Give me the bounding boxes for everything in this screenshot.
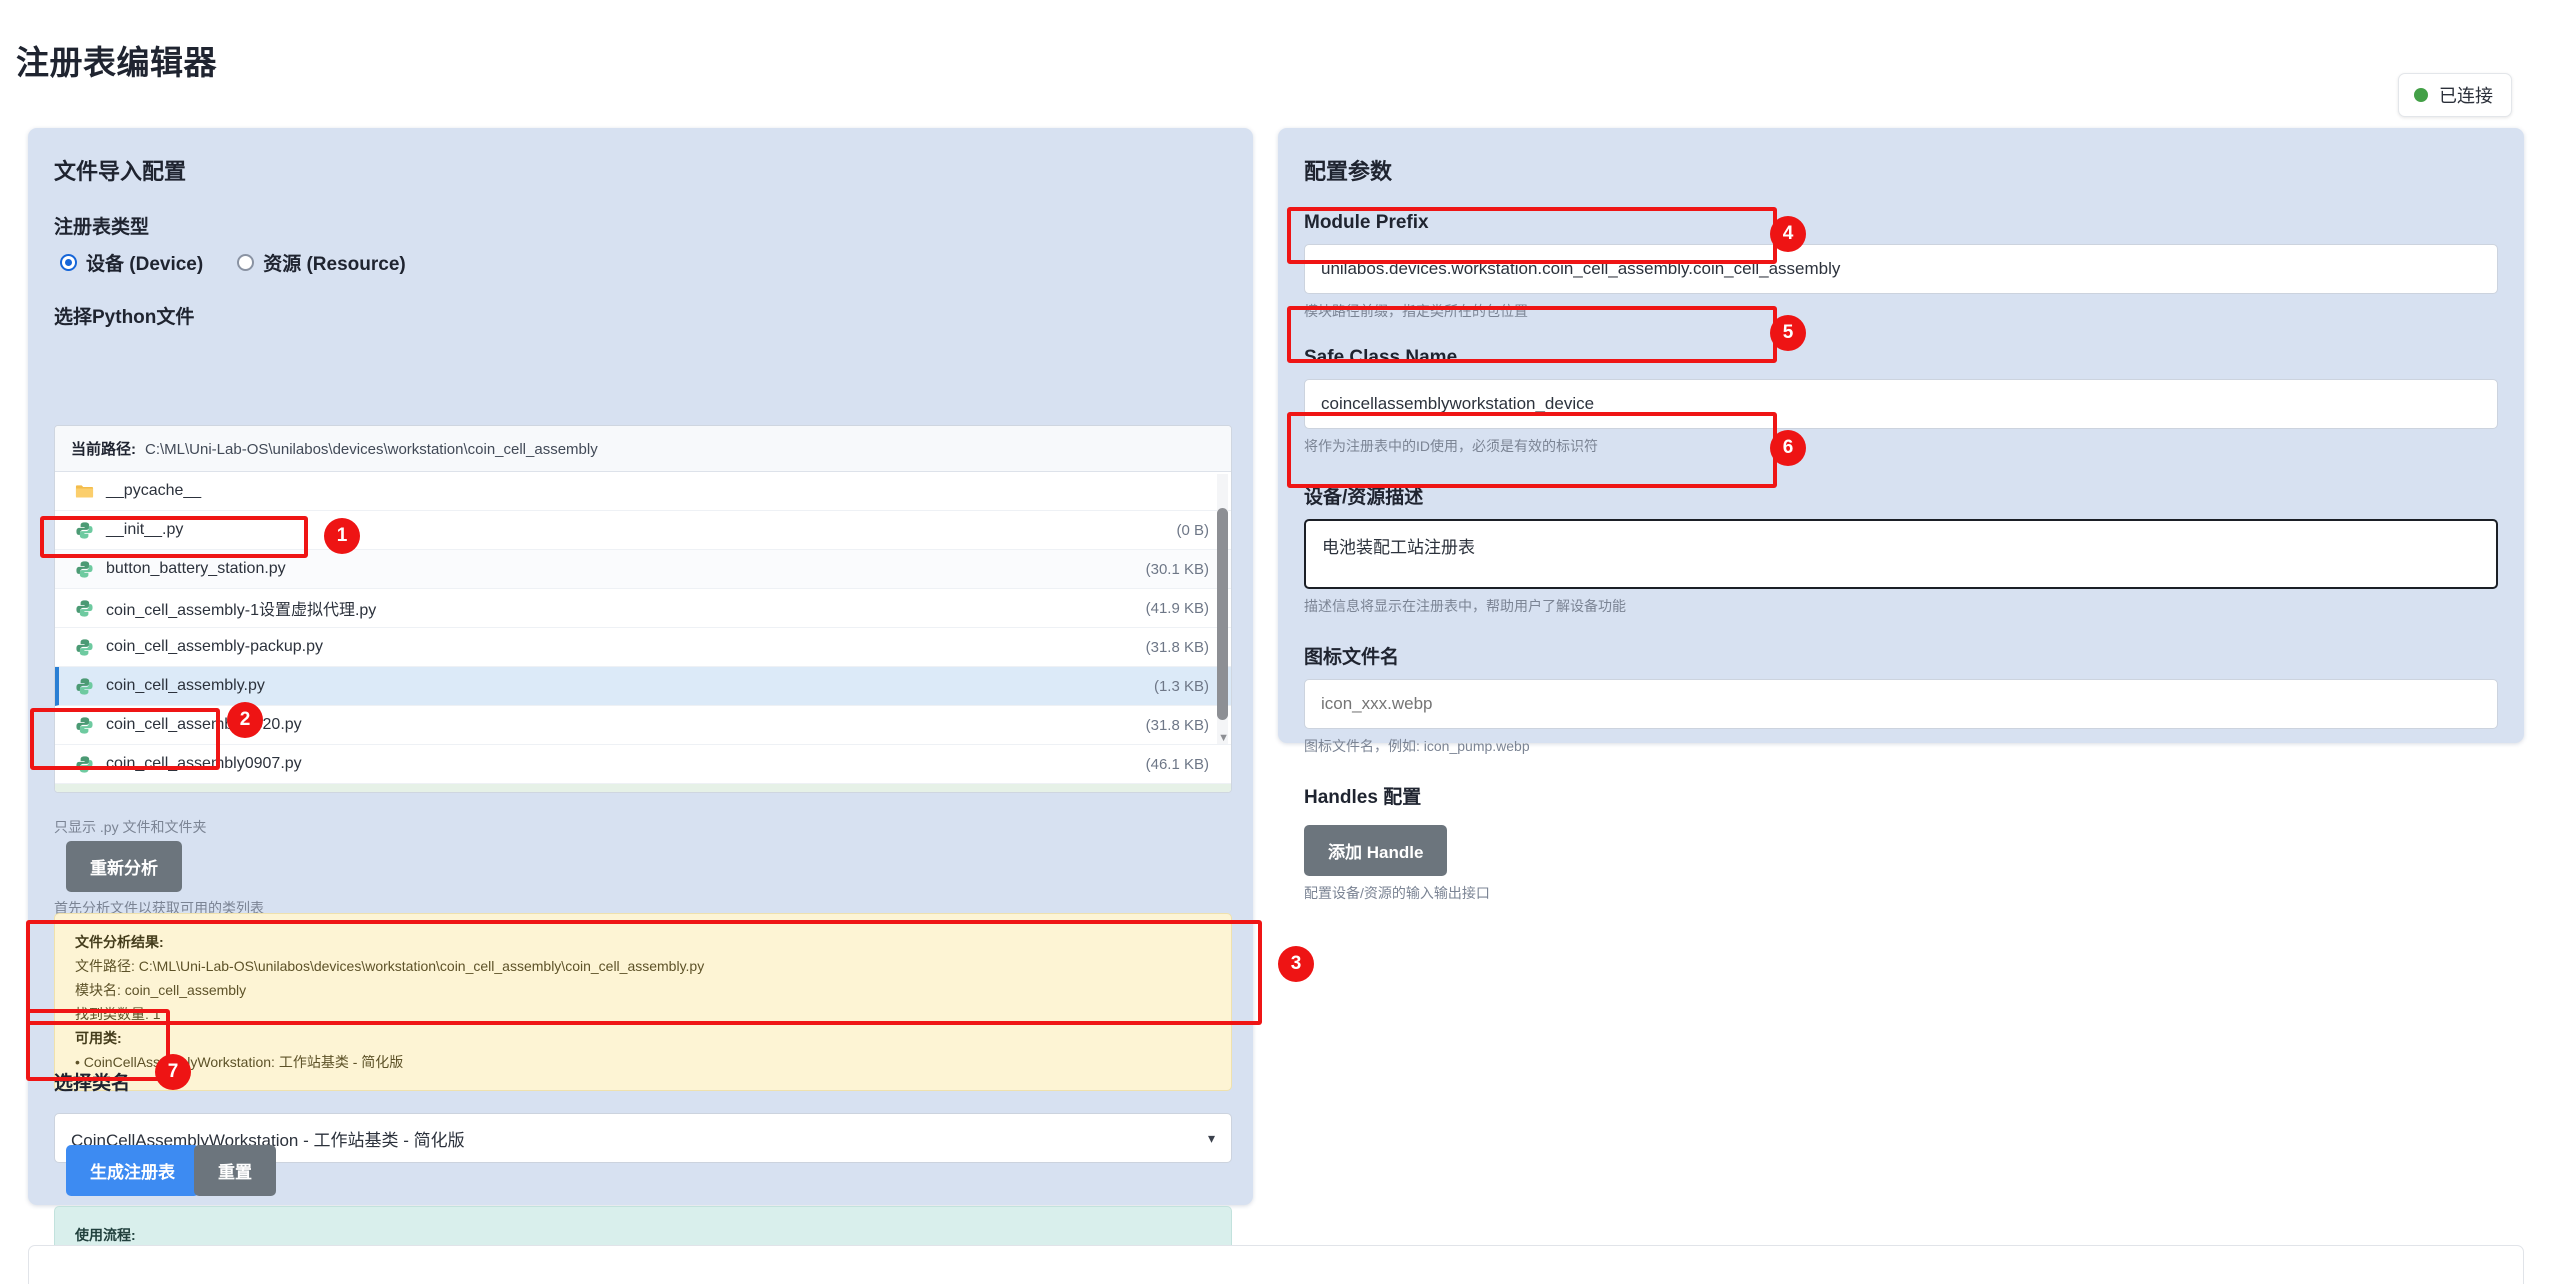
safe-class-name-label: Safe Class Name	[1304, 347, 1458, 368]
file-size-text: (0 B)	[1176, 521, 1209, 539]
reset-button[interactable]: 重置	[194, 1145, 276, 1196]
radio-resource-mark	[237, 254, 255, 271]
file-size-text: (30.1 KB)	[1145, 560, 1209, 578]
radio-device-label: 设备 (Device)	[86, 254, 204, 275]
file-list-scroll-thumb[interactable]	[1217, 508, 1228, 720]
file-browser-path-value: C:\ML\Uni-Lab-OS\unilabos\devices\workst…	[145, 441, 598, 458]
file-name-text: coin_cell_assembly.py	[106, 677, 265, 694]
add-handle-button[interactable]: 添加 Handle	[1304, 825, 1448, 876]
radio-resource-label: 资源 (Resource)	[263, 254, 406, 275]
file-picker-label: 选择Python文件	[54, 307, 195, 328]
file-row-coin-cell-assembly0820[interactable]: coin_cell_assembly0820.py (31.8 KB)	[55, 706, 1231, 745]
python-file-icon	[76, 560, 93, 578]
file-name-text: coin_cell_assembly-packup.py	[106, 638, 323, 655]
file-name-text: coin_cell_assembly0907.py	[106, 755, 302, 772]
file-name-text: __pycache__	[106, 482, 202, 499]
reanalyze-hint: 首先分析文件以获取可用的类列表	[54, 900, 264, 916]
reanalyze-button[interactable]: 重新分析	[66, 841, 182, 892]
python-file-icon	[76, 755, 93, 773]
analysis-available-item: • CoinCellAssemblyWorkstation: 工作站基类 - 简…	[75, 1054, 404, 1071]
icon-file-label: 图标文件名	[1304, 647, 1400, 668]
analysis-title: 文件分析结果:	[75, 934, 164, 950]
radio-device-mark	[60, 254, 77, 271]
left-panel-title: 文件导入配置	[54, 159, 187, 184]
module-prefix-hint: 模块路径前缀，指定类所在的包位置	[1304, 303, 1528, 319]
file-browser-path: 当前路径: C:\ML\Uni-Lab-OS\unilabos\devices\w…	[55, 426, 1231, 472]
generate-button[interactable]: 生成注册表	[66, 1145, 199, 1196]
description-textarea[interactable]	[1304, 519, 2498, 589]
icon-file-input[interactable]	[1304, 679, 2498, 729]
page-title: 注册表编辑器	[16, 44, 217, 81]
python-file-icon	[76, 599, 93, 617]
radio-device[interactable]: 设备 (Device)	[60, 249, 203, 276]
module-prefix-input[interactable]	[1304, 244, 2498, 294]
file-row-coin-cell-assembly0907[interactable]: coin_cell_assembly0907.py (46.1 KB)	[55, 745, 1231, 784]
file-size-text: (1.3 KB)	[1153, 677, 1209, 695]
class-select-label: 选择类名	[54, 1073, 131, 1094]
scroll-down-arrow[interactable]: ▼	[1218, 732, 1229, 744]
connection-status-badge: 已连接	[2398, 73, 2512, 117]
connection-status-label: 已连接	[2439, 86, 2493, 106]
description-label: 设备/资源描述	[1304, 487, 1424, 508]
description-hint: 描述信息将显示在注册表中，帮助用户了解设备功能	[1304, 598, 1626, 614]
python-file-icon	[76, 521, 93, 539]
file-name-text: coin_cell_assembly-1设置虚拟代理.py	[106, 602, 377, 619]
icon-file-hint: 图标文件名，例如: icon_pump.webp	[1304, 738, 1530, 754]
config-params-panel: 配置参数 Module Prefix 模块路径前缀，指定类所在的包位置 Safe…	[1278, 128, 2524, 901]
folder-icon	[75, 484, 94, 497]
file-browser: 当前路径: C:\ML\Uni-Lab-OS\unilabos\devices\w…	[54, 425, 1232, 793]
file-size-text: (46.1 KB)	[1145, 755, 1209, 773]
file-row-button-battery-station[interactable]: button_battery_station.py (30.1 KB)	[55, 550, 1231, 589]
analysis-file-path: 文件路径: C:\ML\Uni-Lab-OS\unilabos\devices\…	[75, 958, 705, 975]
radio-resource[interactable]: 资源 (Resource)	[237, 249, 406, 276]
chevron-down-icon: ▾	[1207, 1129, 1215, 1146]
bottom-empty-card	[28, 1245, 2524, 1284]
file-name-text: coin_cell_assembly0820.py	[106, 716, 302, 733]
file-size-text: (41.9 KB)	[1145, 599, 1209, 617]
handles-label: Handles 配置	[1304, 787, 1422, 808]
analysis-class-count: 找到类数量: 1	[75, 1006, 161, 1023]
file-size-text: (31.8 KB)	[1145, 638, 1209, 656]
file-row-init-py[interactable]: __init__.py (0 B)	[55, 511, 1231, 550]
annotation-marker-3: 3	[1278, 946, 1314, 982]
handles-hint: 配置设备/资源的输入输出接口	[1304, 885, 1490, 901]
file-row-pycache[interactable]: __pycache__	[55, 472, 1231, 511]
registry-type-radio-group: 设备 (Device) 资源 (Resource)	[60, 249, 1253, 276]
python-file-icon	[76, 638, 93, 656]
file-list-scrollbar[interactable]	[1217, 474, 1228, 744]
analysis-available-title: 可用类:	[75, 1030, 122, 1047]
file-row-coin-cell-assembly-packup[interactable]: coin_cell_assembly-packup.py (31.8 KB)	[55, 628, 1231, 667]
right-panel-title: 配置参数	[1304, 159, 1393, 184]
python-file-icon	[76, 716, 93, 734]
analysis-module-name: 模块名: coin_cell_assembly	[75, 982, 247, 999]
analysis-result-box: 文件分析结果: 文件路径: C:\ML\Uni-Lab-OS\unilabos\…	[54, 913, 1232, 1092]
connection-status-dot	[2414, 88, 2428, 102]
registry-type-label: 注册表类型	[54, 217, 150, 238]
file-list: __pycache__ __init__.py (0 B)	[55, 472, 1231, 784]
file-browser-path-label: 当前路径:	[71, 441, 136, 458]
class-select-value: CoinCellAssemblyWorkstation - 工作站基类 - 简化…	[71, 1130, 465, 1150]
safe-class-name-hint: 将作为注册表中的ID使用，必须是有效的标识符	[1304, 438, 1598, 454]
file-import-panel: 文件导入配置 注册表类型 设备 (Device) 资源 (Resource) 选…	[28, 128, 1253, 1284]
file-name-text: __init__.py	[106, 521, 184, 538]
file-row-coin-cell-assembly[interactable]: coin_cell_assembly.py (1.3 KB)	[55, 667, 1231, 706]
module-prefix-label: Module Prefix	[1304, 212, 1429, 233]
file-name-text: button_battery_station.py	[106, 560, 286, 577]
file-filter-hint: 只显示 .py 文件和文件夹	[54, 819, 207, 835]
safe-class-name-input[interactable]	[1304, 379, 2498, 429]
file-row-coin-cell-assembly-1[interactable]: coin_cell_assembly-1设置虚拟代理.py (41.9 KB)	[55, 589, 1231, 628]
python-file-icon	[76, 677, 93, 695]
file-size-text: (31.8 KB)	[1145, 716, 1209, 734]
usage-title: 使用流程:	[75, 1227, 136, 1243]
